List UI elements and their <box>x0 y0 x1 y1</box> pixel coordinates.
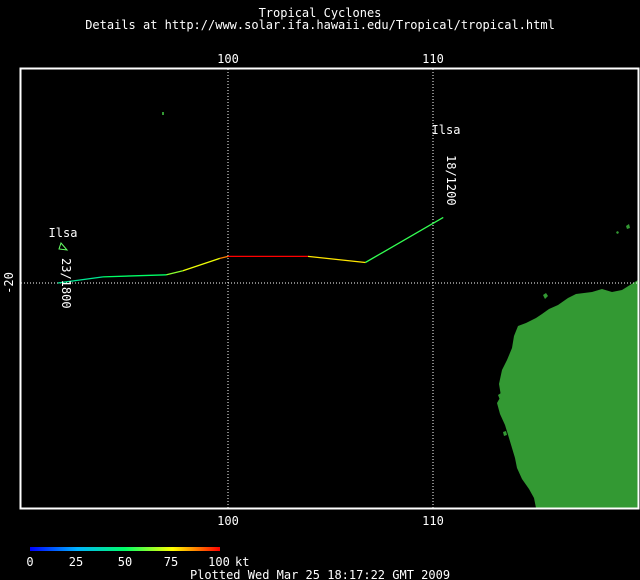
map-frame <box>19 67 640 510</box>
storm-name-end: Ilsa <box>49 226 78 240</box>
top-tick-label-110: 110 <box>422 52 444 66</box>
storm-time-end: 23/1800 <box>59 258 73 309</box>
land-mass <box>162 112 638 508</box>
map-subtitle: Details at http://www.solar.ifa.hawaii.e… <box>85 18 555 32</box>
axis-labels: 100 110 100 110 -20 <box>2 52 444 528</box>
storm-labels: Ilsa 18/1200 Ilsa 23/1800 <box>49 123 461 309</box>
track-segment <box>166 270 184 276</box>
storm-track <box>57 216 444 284</box>
bottom-tick-label-100: 100 <box>217 514 239 528</box>
legend-tick-25: 25 <box>69 555 83 569</box>
wind-speed-legend: 0 25 50 75 100 kt <box>26 547 249 569</box>
storm-time-start: 18/1200 <box>444 155 458 206</box>
map-title: Tropical Cyclones <box>259 6 382 20</box>
legend-tick-0: 0 <box>26 555 33 569</box>
track-segment <box>307 255 366 264</box>
plotted-timestamp: Plotted Wed Mar 25 18:17:22 GMT 2009 <box>190 568 450 580</box>
top-tick-label-100: 100 <box>217 52 239 66</box>
track-segment <box>365 216 444 264</box>
legend-tick-50: 50 <box>118 555 132 569</box>
track-end-marker <box>58 242 69 251</box>
track-segment <box>57 276 104 284</box>
track-segment <box>102 274 167 278</box>
legend-tick-75: 75 <box>164 555 178 569</box>
graticule <box>21 69 638 508</box>
legend-tick-100: 100 <box>208 555 230 569</box>
bottom-tick-label-110: 110 <box>422 514 444 528</box>
track-segment <box>219 255 229 260</box>
left-tick-label-minus-20: -20 <box>2 272 16 294</box>
track-segment <box>182 257 221 272</box>
legend-unit: kt <box>235 555 249 569</box>
legend-color-bar <box>30 547 220 551</box>
storm-name-start: Ilsa <box>432 123 461 137</box>
